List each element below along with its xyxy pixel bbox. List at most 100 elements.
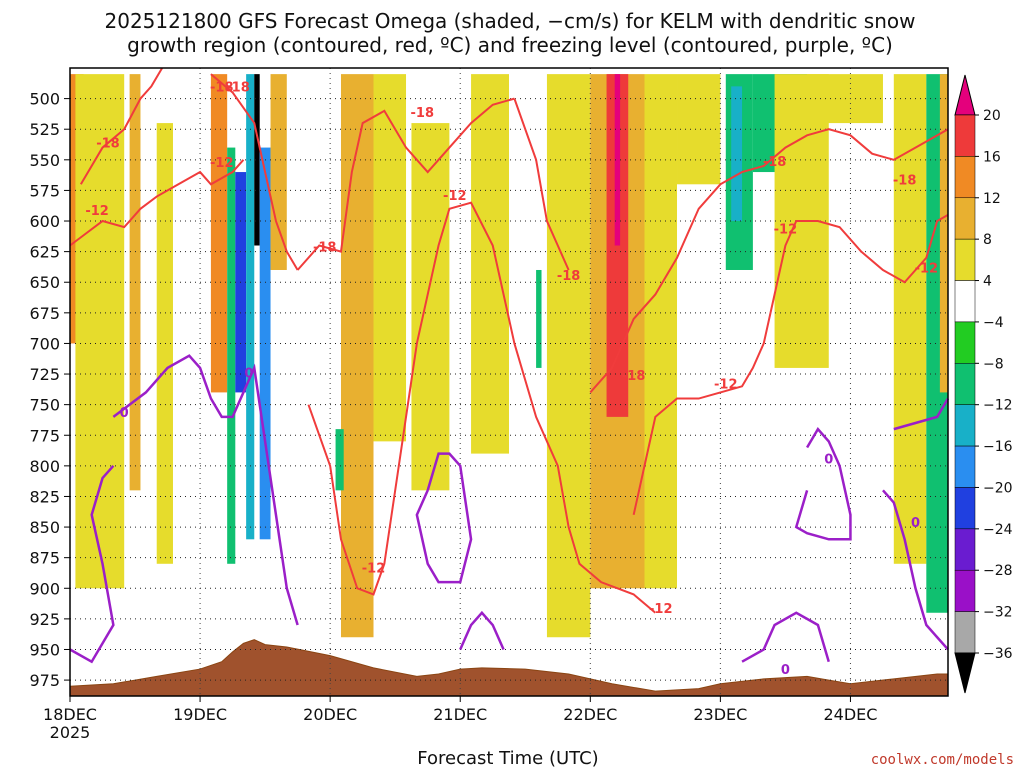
contour-label: -18: [763, 155, 787, 170]
omega-cell: [270, 74, 287, 270]
y-tick-label: 825: [29, 487, 60, 506]
omega-cell: [254, 74, 260, 246]
contour-label: 0: [911, 516, 920, 531]
y-tick-label: 550: [29, 151, 60, 170]
y-tick-label: 625: [29, 243, 60, 262]
y-tick-label: 800: [29, 457, 60, 476]
colorbar-label: −24: [983, 522, 1013, 538]
omega-cell: [536, 269, 542, 368]
contour-label: -18: [622, 369, 646, 384]
omega-cell: [939, 74, 948, 393]
colorbar-segment: [954, 611, 976, 654]
y-tick-label: 975: [29, 671, 60, 690]
colorbar-label: 8: [983, 232, 992, 248]
freezing-contour: [112, 354, 299, 626]
colorbar-label: −12: [983, 398, 1013, 414]
terrain-surface: [69, 639, 949, 697]
chart-title-line2: growth region (contoured, red, ºC) and f…: [127, 33, 893, 57]
contour-label: 0: [120, 406, 129, 421]
y-tick-label: 725: [29, 365, 60, 384]
omega-cell: [677, 74, 721, 185]
colorbar-segment: [954, 445, 976, 488]
colorbar-top-arrow: [954, 74, 976, 116]
colorbar-label: 4: [983, 274, 992, 290]
contour-label: -18: [313, 241, 337, 256]
y-tick-label: 775: [29, 426, 60, 445]
dgz-contour: [210, 73, 299, 271]
contours: -18 -18 -12 -12 -18 -18 -12 -18 -18 -12 -12 -12 -18 -…: [69, 67, 950, 678]
omega-cell: [246, 74, 255, 540]
plot-area: [70, 68, 948, 696]
freezing-contour: [794, 427, 852, 541]
contour-label: 0: [244, 367, 253, 382]
omega-cell: [156, 123, 173, 564]
omega-cell: [893, 74, 927, 564]
omega-cell: [373, 74, 407, 442]
omega-cell: [75, 74, 125, 589]
contour-label: -12: [85, 204, 109, 219]
y-tick-label: 650: [29, 273, 60, 292]
contour-label: -12: [443, 189, 467, 204]
x-axis-label: Forecast Time (UTC): [417, 748, 598, 768]
contour-label: 0: [824, 452, 833, 467]
contour-label: -18: [557, 269, 581, 284]
contour-label: -18: [96, 137, 120, 152]
omega-cell: [335, 429, 344, 491]
colorbar-label: −4: [983, 315, 1004, 331]
y-tick-label: 525: [29, 120, 60, 139]
colorbar-segment: [954, 363, 976, 405]
contour-label: -12: [915, 261, 939, 276]
contour-label: -12: [714, 378, 738, 393]
omega-cell: [210, 74, 228, 393]
colorbar-segment: [954, 404, 976, 447]
omega-cell: [644, 74, 678, 589]
chart-title-line1: 2025121800 GFS Forecast Omega (shaded, −…: [105, 9, 916, 33]
freezing-contour: [459, 610, 505, 650]
y-tick-label: 875: [29, 549, 60, 568]
colorbar-label: −36: [983, 646, 1013, 662]
y-tick-label: 850: [29, 518, 60, 537]
dgz-contour: [513, 98, 570, 271]
contour-label: -18: [226, 80, 250, 95]
y-tick-label: 900: [29, 579, 60, 598]
colorbar-bottom-arrow: [954, 652, 976, 694]
y-tick-label: 750: [29, 396, 60, 415]
colorbar-label: −16: [983, 439, 1013, 455]
omega-cell: [411, 123, 450, 491]
freezing-contour: [893, 397, 950, 431]
colorbar-segment: [954, 238, 976, 281]
x-tick-label: 22DEC: [563, 705, 617, 724]
y-tick-label: 950: [29, 640, 60, 659]
x-tick-label: 19DEC: [173, 705, 227, 724]
dgz-contour: [296, 97, 515, 271]
colorbar-segment: [954, 528, 976, 571]
contour-label: -12: [774, 222, 798, 237]
dgz-contour: [69, 159, 245, 247]
colorbar-label: 20: [983, 108, 1001, 124]
terrain: [69, 639, 949, 697]
y-tick-label: 500: [29, 90, 60, 109]
contour-label: -12: [210, 156, 234, 171]
colorbar-label: 16: [983, 149, 1001, 165]
x-tick-label: 18DEC: [43, 705, 97, 724]
colorbar-label: −28: [983, 563, 1013, 579]
y-tick-label: 600: [29, 212, 60, 231]
x-tick-label: 21DEC: [433, 705, 487, 724]
freezing-contour: [741, 611, 830, 663]
omega-cell: [471, 74, 509, 454]
y-tick-label: 575: [29, 181, 60, 200]
plot-frame: [69, 67, 949, 697]
x-tick-sublabel: 2025: [50, 723, 91, 742]
omega-cell: [340, 74, 374, 638]
contour-label: -18: [411, 106, 435, 121]
colorbar-segment: [954, 197, 976, 240]
credit-text[interactable]: coolwx.com/models: [871, 752, 1014, 768]
colorbar: 20 16 12 8 4 −4 −8 −12 −16 −20 −24 −28 −32 −36: [954, 74, 1013, 694]
colorbar-label: −32: [983, 605, 1013, 621]
y-tick-label: 925: [29, 610, 60, 629]
contour-label: -12: [362, 561, 386, 576]
colorbar-segment: [954, 156, 976, 199]
omega-cell: [731, 86, 743, 222]
dgz-contour: [589, 128, 949, 394]
